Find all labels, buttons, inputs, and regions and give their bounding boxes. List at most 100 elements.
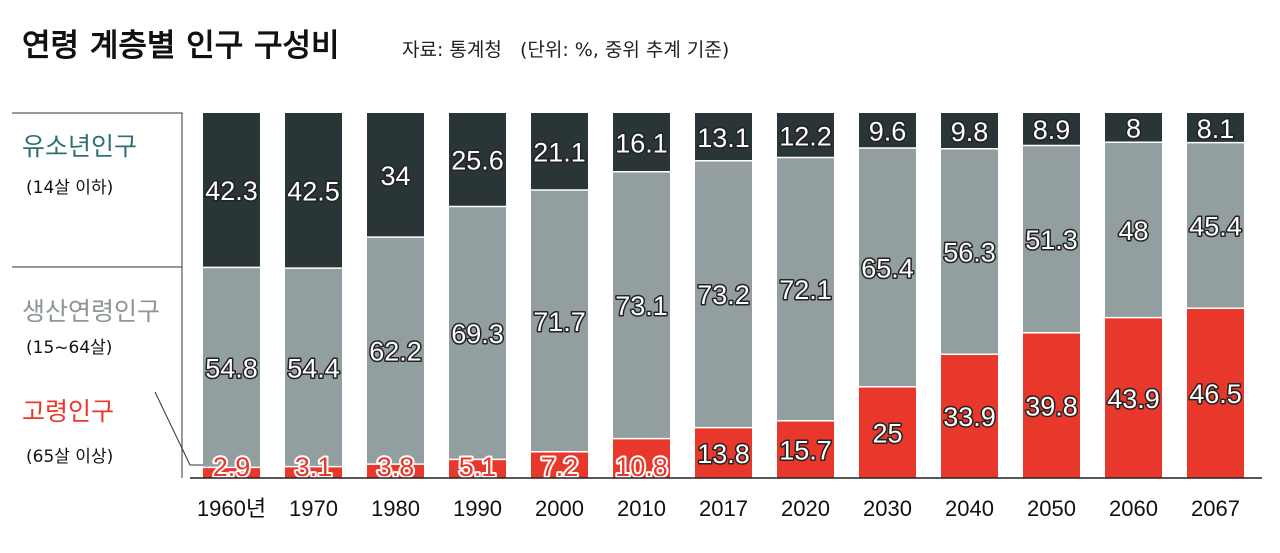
legend-youth-guide-line	[12, 112, 183, 478]
data-label-elderly: 46.5	[1189, 379, 1242, 409]
x-tick-label: 2017	[699, 496, 748, 521]
legend-working-sub: (15~64살)	[26, 338, 112, 358]
bar-segment-youth	[1023, 113, 1080, 146]
data-label-youth: 8	[1126, 114, 1141, 144]
bar-segment-youth	[859, 113, 916, 149]
chart-title: 연령 계층별 인구 구성비	[22, 28, 340, 64]
data-label-working: 73.1	[615, 291, 668, 321]
data-label-elderly: 13.8	[697, 439, 750, 469]
bar-segment-elderly	[1023, 332, 1080, 478]
data-label-youth: 42.3	[205, 176, 258, 206]
bar-segment-working	[531, 190, 588, 452]
data-label-working: 54.8	[205, 353, 258, 383]
x-tick-label: 2000	[535, 496, 584, 521]
data-label-youth: 12.2	[779, 121, 832, 151]
bar-segment-youth	[1105, 113, 1162, 143]
bar-segment-youth	[1187, 113, 1244, 143]
data-label-working: 71.7	[533, 307, 586, 337]
bar-segment-working	[285, 268, 342, 467]
bar-segment-elderly	[777, 420, 834, 478]
data-label-working: 62.2	[369, 337, 422, 367]
bar-segment-working	[613, 171, 670, 439]
bar-segment-working	[1023, 145, 1080, 333]
data-label-youth: 8.9	[1033, 115, 1071, 145]
bar-group: 25 65.4 9.6	[859, 113, 916, 478]
bar-group: 15.7 72.1 12.2	[777, 113, 834, 478]
bar-group: 2.954.842.3	[203, 113, 260, 484]
bar-segment-youth	[367, 113, 424, 238]
bar-group: 13.8 73.2 13.1	[695, 113, 752, 478]
legend-elderly-guide-line	[154, 391, 203, 466]
x-tick-label: 2030	[863, 496, 912, 521]
data-label-elderly: 39.8	[1025, 391, 1078, 421]
data-label-elderly: 25	[872, 418, 902, 448]
data-label-elderly: 43.9	[1107, 384, 1160, 414]
data-label-elderly: 33.9	[943, 402, 996, 432]
x-tick-label: 2010	[617, 496, 666, 521]
bar-segment-youth	[531, 113, 588, 191]
data-label-working: 72.1	[779, 275, 832, 305]
x-tick-label: 2020	[781, 496, 830, 521]
bar-group: 46.5 45.4 8.1	[1187, 112, 1244, 478]
x-tick-label: 1990	[453, 496, 502, 521]
data-label-working: 54.4	[287, 353, 340, 383]
data-label-working: 48	[1118, 216, 1148, 246]
data-label-youth: 34	[380, 161, 410, 191]
bar-segment-elderly	[449, 459, 506, 478]
x-tick-label: 1980	[371, 496, 420, 521]
data-label-youth: 13.1	[697, 123, 750, 153]
bar-segment-elderly	[695, 427, 752, 478]
bar-segment-working	[777, 157, 834, 421]
bar-segment-elderly	[1105, 317, 1162, 478]
legend-youth-sub: (14살 이하)	[26, 178, 113, 198]
data-label-youth: 21.1	[533, 138, 586, 168]
bar-segment-working	[203, 267, 260, 468]
bar-segment-working	[367, 237, 424, 465]
data-label-working: 56.3	[943, 238, 996, 268]
bar-segment-youth	[941, 113, 998, 149]
bars-group: 2.954.842.33.154.442.53.862.2345.169.325…	[203, 112, 1244, 484]
data-label-working: 45.4	[1189, 211, 1242, 241]
bar-segment-working	[941, 148, 998, 355]
bar-group: 39.8 51.3 8.9	[1023, 113, 1080, 478]
x-axis-ticks: 1960년 1970 1980 1990 2000 2010 2017 2020 2030 204…	[197, 496, 1240, 521]
data-label-youth: 16.1	[615, 128, 668, 158]
bar-segment-working	[1187, 142, 1244, 309]
data-label-youth: 8.1	[1197, 114, 1235, 144]
data-label-working: 51.3	[1025, 225, 1078, 255]
bar-segment-youth	[613, 113, 670, 172]
x-tick-label: 1960년	[197, 496, 266, 521]
data-label-working: 73.2	[697, 280, 750, 310]
data-label-youth: 42.5	[287, 177, 340, 207]
legend: 유소년인구 (14살 이하) 생산연령인구 (15~64살) 고령인구 (65살…	[12, 112, 203, 478]
bar-group: 10.873.116.1	[613, 113, 670, 484]
bar-segment-elderly	[941, 354, 998, 478]
bar-segment-working	[695, 160, 752, 428]
data-label-working: 65.4	[861, 253, 914, 283]
bar-group: 3.154.442.5	[285, 113, 342, 484]
bar-group: 33.9 56.3 9.8	[941, 113, 998, 478]
bar-segment-elderly	[859, 386, 916, 478]
data-label-youth: 25.6	[451, 146, 504, 176]
x-tick-label: 2050	[1027, 496, 1076, 521]
bar-segment-youth	[449, 113, 506, 207]
x-tick-label: 2067	[1191, 496, 1240, 521]
bar-segment-youth	[695, 113, 752, 161]
chart-subtitle: 자료: 통계청 (단위: %, 중위 추계 기준)	[402, 39, 729, 61]
bar-segment-elderly	[613, 438, 670, 478]
x-tick-label: 2060	[1109, 496, 1158, 521]
bar-segment-working	[859, 148, 916, 387]
bar-segment-elderly	[203, 467, 260, 478]
bar-group: 5.169.325.6	[449, 113, 506, 484]
legend-working-label: 생산연령인구	[22, 297, 160, 326]
data-label-youth: 9.8	[951, 117, 989, 147]
bar-segment-elderly	[1187, 308, 1244, 478]
x-tick-label: 2040	[945, 496, 994, 521]
bar-group: 3.862.234	[367, 113, 424, 484]
bar-group: 43.9 48 8	[1105, 112, 1162, 478]
data-label-working: 69.3	[451, 319, 504, 349]
bar-segment-youth	[203, 113, 260, 268]
bar-segment-elderly	[367, 464, 424, 478]
data-label-elderly: 15.7	[779, 435, 832, 465]
